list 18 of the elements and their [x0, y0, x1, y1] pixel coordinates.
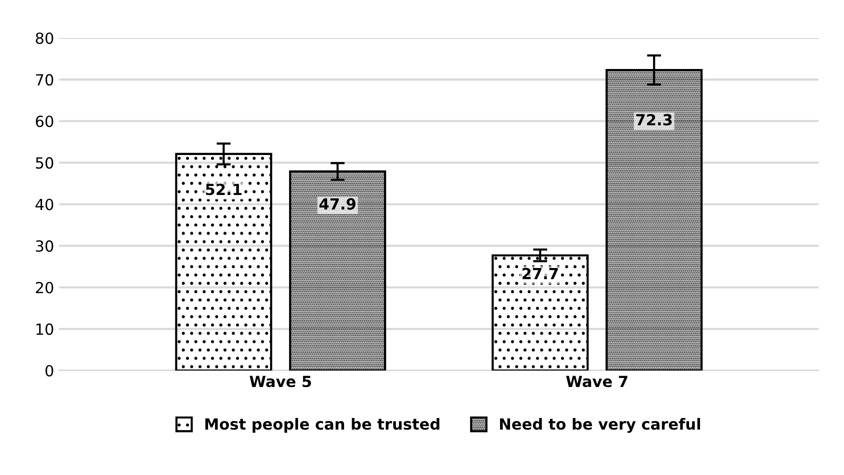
x-tick-label: Wave 7 [566, 376, 628, 388]
y-tick-label: 20 [36, 282, 54, 294]
y-tick-label: 80 [36, 32, 54, 44]
x-tick-label: Wave 5 [250, 376, 311, 388]
bar [492, 254, 589, 370]
y-tick-label: 10 [36, 323, 54, 335]
data-label: 27.7 [522, 268, 558, 280]
y-tick-label: 40 [36, 198, 54, 210]
data-label: 72.3 [636, 114, 672, 126]
data-label: 47.9 [319, 198, 356, 210]
y-tick-label: 30 [36, 240, 54, 252]
y-tick-label: 70 [36, 74, 54, 86]
data-label: 52.1 [206, 184, 242, 196]
y-tick-label: 0 [46, 364, 54, 377]
y-tick-label: 50 [36, 157, 54, 169]
legend-label: Need to be very careful [500, 418, 700, 433]
y-tick-label: 60 [36, 116, 54, 128]
legend-label: Most people can be trusted [205, 418, 440, 433]
